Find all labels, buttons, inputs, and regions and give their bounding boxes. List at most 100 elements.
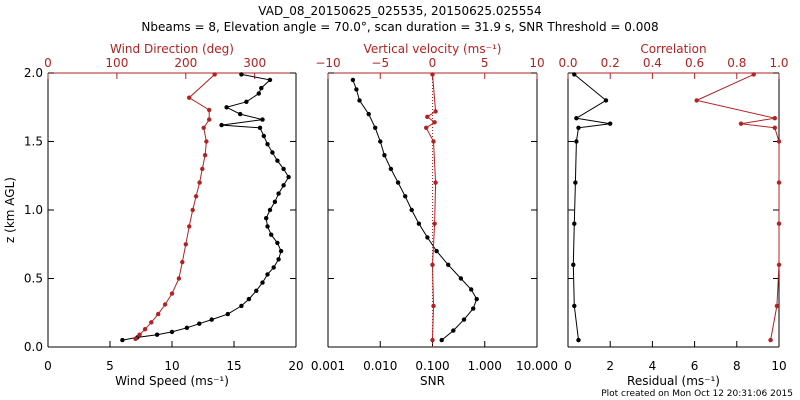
bottom-tick-label: 1.000 [468, 359, 502, 373]
top-tick-label: 100 [105, 56, 128, 70]
data-point [176, 276, 182, 281]
series-line-2 [425, 74, 437, 341]
data-point [576, 337, 581, 343]
data-point [137, 332, 142, 337]
data-point [571, 262, 576, 267]
top-tick-label: 10 [529, 56, 544, 70]
data-point [207, 107, 212, 113]
bottom-tick-label: 0.100 [415, 359, 449, 373]
data-point [768, 337, 773, 343]
data-point [403, 194, 408, 199]
bottom-tick-label: 4 [649, 359, 657, 373]
data-point [260, 280, 265, 285]
top-tick-label: 0.0 [558, 56, 577, 70]
bottom-tick-label: 0.001 [311, 359, 345, 373]
data-point [425, 235, 430, 240]
plot-panel-2: 0.001 0.010 0.100 1.000 10.000 SNR −10 −5 0 5 10 Ve… [311, 42, 558, 388]
top-tick-label: 1.0 [769, 56, 788, 70]
data-point [169, 329, 175, 335]
data-point [180, 259, 185, 265]
data-point [281, 183, 286, 188]
figure-title-line2: Nbeams = 8, Elevation angle = 70.0°, sca… [141, 20, 658, 34]
data-point [169, 291, 175, 296]
data-point [207, 117, 212, 122]
data-point [265, 272, 270, 277]
data-point [572, 303, 577, 309]
top-tick-label: 200 [174, 56, 197, 70]
data-point [469, 287, 474, 292]
data-point [373, 125, 378, 130]
series-line-2 [135, 74, 216, 340]
top-axis-label: Vertical velocity (ms⁻¹) [364, 42, 502, 56]
plot-panel-3: 0 2 4 6 8 10 Residual (ms⁻¹) 0.0 0.2 0.4 0.6 0.8 1.0… [558, 42, 788, 388]
bottom-tick-label: 10.000 [516, 359, 558, 373]
data-point [276, 191, 281, 196]
data-point [238, 111, 243, 117]
data-point [574, 116, 579, 121]
data-point [573, 180, 578, 185]
data-point [416, 221, 422, 226]
data-point [209, 317, 214, 322]
bottom-tick-label: 0 [564, 359, 572, 373]
data-point [260, 117, 265, 122]
data-point [608, 121, 613, 126]
data-point [183, 242, 188, 247]
series-line-1 [122, 73, 290, 341]
data-point [432, 221, 437, 226]
top-tick-label: 0.4 [643, 56, 662, 70]
data-point [261, 133, 266, 139]
data-point [184, 325, 190, 330]
data-point [395, 180, 401, 185]
data-point [269, 232, 274, 237]
data-point [197, 321, 202, 326]
data-point [256, 91, 261, 96]
figure-title-line1: VAD_08_20150625_025535, 20150625.025554 [258, 4, 541, 18]
data-point [257, 125, 263, 130]
bottom-tick-label: 5 [106, 359, 114, 373]
data-point [202, 153, 208, 158]
data-point [271, 265, 276, 270]
data-point [572, 72, 577, 77]
data-point [430, 72, 435, 77]
bottom-tick-label: 20 [288, 359, 303, 373]
data-point [433, 109, 438, 114]
data-point [212, 72, 217, 77]
data-point [451, 328, 456, 333]
top-tick-label: 0.8 [727, 56, 746, 70]
data-point [267, 207, 273, 213]
data-point [603, 98, 609, 103]
data-point [265, 224, 270, 229]
data-point [432, 120, 437, 125]
data-point [190, 207, 195, 213]
data-point [286, 174, 291, 180]
bottom-tick-label: 10 [164, 359, 179, 373]
data-point [774, 303, 780, 309]
bottom-tick-label: 6 [691, 359, 699, 373]
data-point [270, 150, 275, 155]
data-point [430, 262, 435, 267]
data-point [267, 77, 273, 83]
data-point [350, 77, 356, 83]
bottom-axis-label: Wind Speed (ms⁻¹) [115, 374, 229, 388]
data-point [201, 125, 206, 130]
top-tick-label: 0 [44, 56, 52, 70]
data-point [776, 180, 782, 185]
data-point [187, 95, 192, 100]
series-line-1 [352, 79, 478, 341]
plot-panel-1: 0.0 0.5 1.0 1.5 2.0 z (km AGL) 0 5 10 15 20 Wind Sp… [3, 42, 304, 388]
data-point [738, 121, 744, 126]
data-point [378, 139, 383, 144]
y-tick-label: 1.5 [24, 135, 43, 149]
data-point [424, 125, 429, 130]
y-tick-label: 0.5 [24, 272, 43, 286]
top-tick-label: 5 [481, 56, 489, 70]
data-point [193, 194, 199, 199]
top-tick-label: −5 [371, 56, 389, 70]
bottom-axis-label: SNR [420, 374, 445, 388]
data-point [239, 303, 244, 309]
data-point [439, 337, 444, 343]
data-point [446, 262, 451, 267]
data-point [576, 125, 581, 130]
bottom-tick-label: 0.010 [363, 359, 397, 373]
